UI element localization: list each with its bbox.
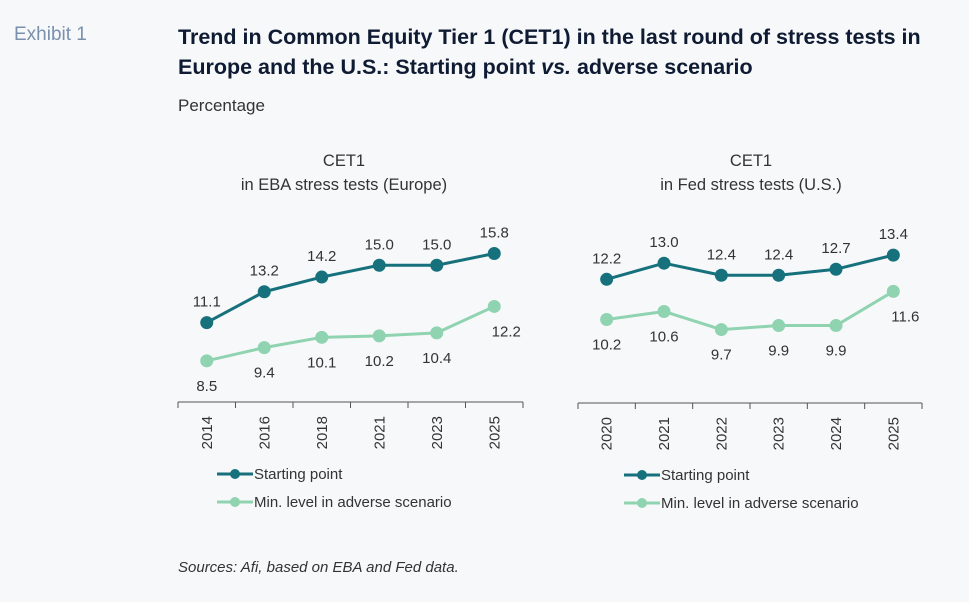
us-legend-label: Min. level in adverse scenario — [661, 495, 859, 512]
us-data-point-adverse — [657, 304, 671, 318]
europe-data-point-adverse — [487, 299, 501, 313]
europe-data-point-starting-point — [200, 316, 214, 330]
europe-x-tick-label: 2023 — [429, 416, 446, 449]
page-title: Trend in Common Equity Tier 1 (CET1) in … — [178, 22, 948, 82]
europe-data-label: 15.0 — [422, 236, 451, 253]
europe-data-label: 15.0 — [365, 236, 394, 253]
exhibit-label: Exhibit 1 — [14, 24, 87, 45]
us-data-label: 10.2 — [592, 337, 621, 354]
europe-series-line-adverse — [206, 305, 495, 363]
europe-data-point-starting-point — [315, 270, 329, 284]
europe-data-label: 11.1 — [193, 294, 221, 311]
europe-data-point-starting-point — [372, 258, 386, 272]
europe-x-tick-label: 2025 — [486, 416, 503, 449]
sources-note: Sources: Afi, based on EBA and Fed data. — [178, 559, 459, 576]
europe-x-tick-label: 2021 — [371, 416, 388, 449]
us-x-tick-label: 2020 — [599, 417, 616, 450]
europe-legend-label: Min. level in adverse scenario — [254, 494, 452, 511]
europe-panel-title-line1: CET1 — [323, 152, 365, 170]
europe-data-point-starting-point — [430, 258, 444, 272]
europe-data-point-adverse — [200, 354, 214, 368]
us-legend-marker — [637, 470, 647, 480]
title-italic: vs. — [541, 55, 571, 79]
us-series-line-starting-point — [606, 253, 894, 281]
us-x-tick-label: 2024 — [828, 417, 845, 450]
europe-data-label: 13.2 — [250, 263, 279, 280]
europe-data-label: 10.1 — [307, 354, 336, 371]
us-data-point-adverse — [829, 319, 843, 333]
europe-data-label: 10.2 — [365, 353, 394, 370]
us-data-point-adverse — [772, 319, 786, 333]
europe-x-tick-label: 2018 — [314, 416, 331, 449]
europe-data-label: 12.2 — [492, 323, 521, 340]
europe-data-point-starting-point — [487, 247, 501, 261]
europe-data-label: 14.2 — [307, 248, 336, 265]
us-data-point-starting-point — [886, 248, 900, 262]
europe-data-label: 9.4 — [254, 365, 275, 382]
us-legend-label: Starting point — [661, 467, 750, 484]
us-x-tick-label: 2021 — [656, 417, 673, 450]
europe-data-label: 10.4 — [422, 350, 451, 367]
us-panel-title-line2: in Fed stress tests (U.S.) — [660, 176, 842, 194]
europe-data-point-adverse — [372, 329, 386, 343]
us-data-label: 9.9 — [768, 343, 789, 360]
europe-legend-marker — [230, 469, 240, 479]
europe-series-line-starting-point — [206, 252, 495, 324]
us-x-tick-label: 2025 — [885, 417, 902, 450]
us-data-label: 9.7 — [711, 347, 732, 364]
us-data-point-adverse — [600, 313, 614, 327]
us-data-point-adverse — [886, 284, 900, 298]
us-data-label: 12.2 — [592, 250, 621, 267]
europe-legend-marker — [230, 497, 240, 507]
europe-data-label: 8.5 — [196, 378, 217, 395]
europe-data-point-starting-point — [257, 285, 271, 299]
europe-legend-label: Starting point — [254, 466, 343, 483]
us-data-label: 12.7 — [821, 240, 850, 257]
us-panel-title-line1: CET1 — [730, 152, 772, 170]
us-x-tick-label: 2022 — [713, 417, 730, 450]
us-data-label: 12.4 — [707, 246, 736, 263]
us-data-point-starting-point — [714, 268, 728, 282]
title-text: Trend in Common Equity Tier 1 (CET1) in … — [178, 25, 921, 79]
europe-data-point-adverse — [430, 326, 444, 340]
us-data-label: 11.6 — [891, 308, 919, 325]
us-data-point-starting-point — [829, 262, 843, 276]
us-data-point-adverse — [714, 323, 728, 337]
us-data-point-starting-point — [600, 272, 614, 286]
europe-x-tick-label: 2016 — [256, 416, 273, 449]
europe-x-tick-label: 2014 — [199, 416, 216, 449]
us-data-point-starting-point — [772, 268, 786, 282]
us-data-point-starting-point — [657, 256, 671, 270]
europe-panel-title-line2: in EBA stress tests (Europe) — [241, 176, 447, 194]
europe-data-point-adverse — [315, 330, 329, 344]
us-series-line-adverse — [606, 290, 895, 332]
us-data-label: 9.9 — [826, 343, 847, 360]
us-data-label: 13.0 — [649, 234, 678, 251]
us-data-label: 12.4 — [764, 246, 793, 263]
us-data-label: 13.4 — [879, 226, 908, 243]
us-data-label: 10.6 — [649, 328, 678, 345]
title-text-end: adverse scenario — [571, 55, 753, 79]
us-legend-marker — [637, 498, 647, 508]
chart-subtitle: Percentage — [178, 96, 265, 115]
us-x-tick-label: 2023 — [771, 417, 788, 450]
europe-data-label: 15.8 — [480, 225, 509, 242]
europe-data-point-adverse — [257, 341, 271, 355]
